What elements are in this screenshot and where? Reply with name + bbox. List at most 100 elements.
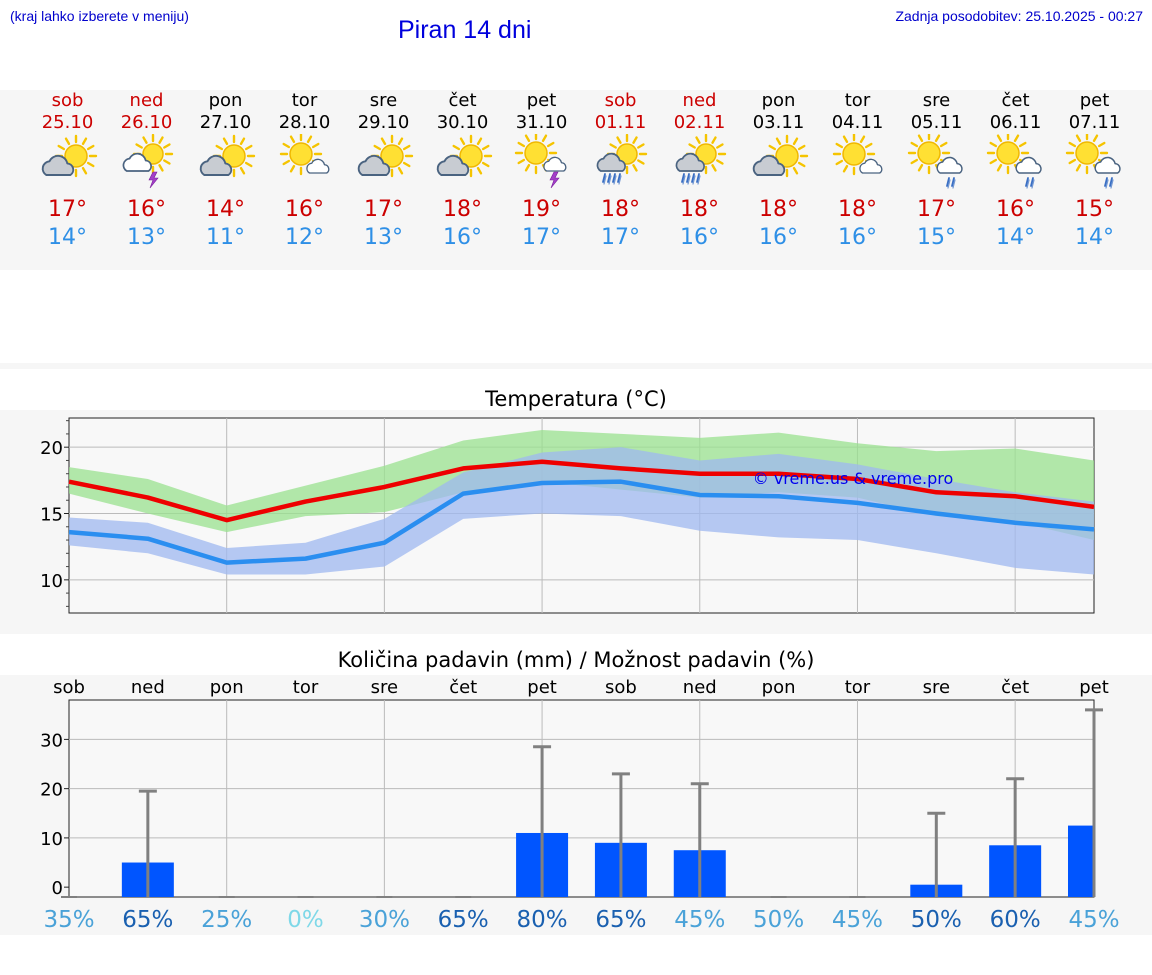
day-date: 28.10 [278,112,331,133]
cloud-shape [596,152,626,172]
temp-max: 16° [996,197,1035,222]
cloud-shape [675,152,705,172]
temp-max: 18° [759,197,798,222]
sun-thunder-icon [514,131,567,189]
day-date: 25.10 [41,112,94,133]
cloud-shape [543,156,567,172]
temp-min: 16° [443,225,482,250]
location-hint: (kraj lahko izberete v meniju) [10,8,189,24]
day-date: 06.11 [989,112,1042,133]
day-column: ned 02.11 18° 16° [660,90,739,252]
day-column: sre 05.11 17° 15° [897,90,976,252]
day-name: pet [526,90,557,111]
day-date: 27.10 [199,112,252,133]
sun-shape [514,131,558,175]
day-column: pet 07.11 15° 14° [1055,90,1134,252]
partly-cloudy-icon [199,134,256,178]
day-name: sre [369,90,398,111]
day-date: 29.10 [357,112,410,133]
temp-max: 15° [1075,197,1114,222]
temp-max: 17° [48,197,87,222]
temp-max: 18° [601,197,640,222]
temp-max: 16° [127,197,166,222]
cloud-shape [1094,156,1121,174]
mostly-sunny-icon [832,132,883,176]
day-name: sob [604,90,637,111]
cloud-shape [41,154,75,176]
cloud-shape [122,152,152,172]
temp-min: 16° [680,225,719,250]
day-name: ned [682,90,717,111]
temp-min: 16° [838,225,877,250]
day-name: sob [51,90,84,111]
day-date: 26.10 [120,112,173,133]
mostly-sunny-icon [279,132,330,176]
temperature-chart-title: Temperatura (°C) [485,387,667,411]
temp-max: 17° [917,197,956,222]
separator-band [0,363,1152,369]
day-date: 30.10 [436,112,489,133]
day-column: čet 06.11 16° 14° [976,90,1055,252]
temp-max: 18° [680,197,719,222]
day-column: pet 31.10 19° 17° [502,90,581,252]
partly-cloudy-icon [41,134,98,178]
sun-rain-icon [907,131,963,189]
precipitation-chart-background [0,675,1152,935]
day-date: 02.11 [673,112,726,133]
day-name: sre [922,90,951,111]
precipitation-chart-title: Količina padavin (mm) / Možnost padavin … [337,648,815,672]
last-update: Zadnja posodobitev: 25.10.2025 - 00:27 [895,8,1143,24]
temp-max: 16° [285,197,324,222]
sun-shape [1065,131,1109,175]
forecast-band [0,90,1152,270]
temp-min: 11° [206,225,245,250]
partly-cloudy-icon [436,134,493,178]
cloud-shape [306,158,330,174]
temp-min: 12° [285,225,324,250]
sun-rain-icon [986,131,1042,189]
rain-showers-icon [596,133,648,185]
temp-min: 13° [364,225,403,250]
sun-rain-icon [1065,131,1121,189]
temp-min: 16° [759,225,798,250]
day-name: tor [844,90,871,111]
day-name: pon [761,90,796,111]
temp-min: 13° [127,225,166,250]
temp-min: 14° [996,225,1035,250]
day-column: sob 01.11 18° 17° [581,90,660,252]
cloud-shape [357,154,391,176]
temp-max: 18° [443,197,482,222]
cloud-shape [1015,156,1042,174]
cloud-shape [936,156,963,174]
rain-showers-icon [675,133,727,185]
day-column: pon 03.11 18° 16° [739,90,818,252]
lightning-bolt [148,171,159,189]
cloud-shape [199,154,233,176]
sun-shape [832,132,876,176]
thunderstorm-icon [122,133,174,189]
temp-min: 15° [917,225,956,250]
page-title: Piran 14 dni [398,16,532,44]
cloud-shape [752,154,786,176]
partly-cloudy-icon [357,134,414,178]
rain-drops [1025,177,1035,189]
day-column: sob 25.10 17° 14° [28,90,107,252]
temp-max: 18° [838,197,877,222]
temp-min: 14° [48,225,87,250]
lightning-bolt [549,171,560,189]
day-column: tor 04.11 18° 16° [818,90,897,252]
day-column: čet 30.10 18° 16° [423,90,502,252]
day-column: ned 26.10 16° 13° [107,90,186,252]
temperature-chart-background [0,410,1152,634]
day-date: 05.11 [910,112,963,133]
day-name: pet [1079,90,1110,111]
rain-drops [602,173,622,185]
day-date: 01.11 [594,112,647,133]
day-column: pon 27.10 14° 11° [186,90,265,252]
cloud-shape [436,154,470,176]
day-name: tor [291,90,318,111]
day-column: tor 28.10 16° 12° [265,90,344,252]
temp-max: 14° [206,197,245,222]
rain-drops [1104,177,1114,189]
rain-drops [946,177,956,189]
